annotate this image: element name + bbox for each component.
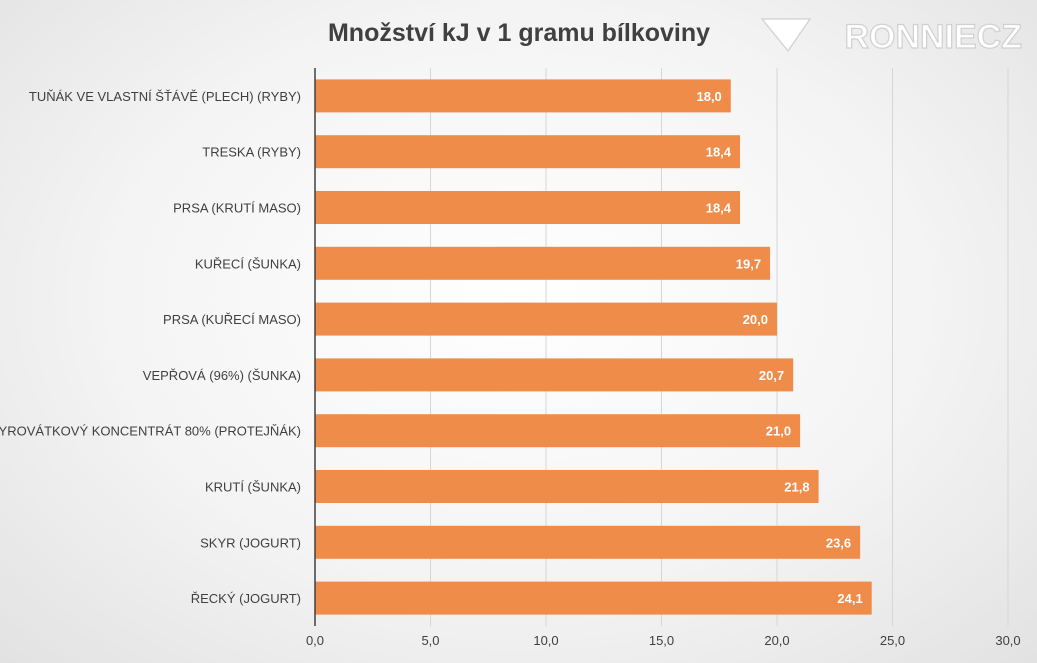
bar	[315, 358, 794, 392]
x-tick-label: 15,0	[649, 633, 674, 648]
data-label: 18,4	[706, 201, 732, 216]
data-label: 20,7	[759, 368, 784, 383]
category-label: PRSA (KRUTÍ MASO)	[173, 201, 301, 216]
category-label: TUŇÁK VE VLASTNÍ ŠŤÁVĚ (PLECH) (RYBY)	[29, 89, 301, 104]
watermark-emblem-icon	[760, 18, 812, 53]
watermark-logo: RONNIECZ	[760, 17, 1023, 57]
x-tick-label: 0,0	[306, 633, 324, 648]
bar	[315, 470, 819, 503]
x-tick-label: 30,0	[995, 633, 1020, 648]
data-label: 20,0	[743, 312, 768, 327]
category-label: VEPŘOVÁ (96%) (ŠUNKA)	[143, 368, 301, 383]
category-label: TRESKA (RYBY)	[202, 145, 301, 160]
bars: 18,0 18,4 18,4 19,7 20,0 20,7 21,0 21,8 23,6 24,1	[315, 79, 872, 615]
category-label: PRSA (KUŘECÍ MASO)	[163, 312, 301, 327]
bar	[315, 525, 861, 559]
data-label: 24,1	[837, 591, 862, 606]
data-label: 21,8	[784, 480, 809, 495]
category-label: SKYR (JOGURT)	[200, 535, 301, 550]
data-label: 23,6	[826, 535, 851, 550]
data-label: 21,0	[766, 424, 791, 439]
x-tick-labels: 0,0 5,0 10,0 15,0 20,0 25,0 30,0	[306, 633, 1021, 648]
data-label: 18,4	[706, 145, 732, 160]
data-label: 18,0	[696, 89, 721, 104]
category-label: SYROVÁTKOVÝ KONCENTRÁT 80% (PROTEJŇÁK)	[0, 424, 301, 439]
bar	[315, 414, 801, 448]
chart-title: Množství kJ v 1 gramu bílkoviny	[328, 19, 710, 47]
x-tick-label: 5,0	[421, 633, 439, 648]
bar	[315, 581, 872, 615]
bar	[315, 191, 741, 224]
x-tick-label: 25,0	[880, 633, 905, 648]
bar	[315, 302, 777, 336]
category-label: KRUTÍ (ŠUNKA)	[205, 480, 301, 495]
category-labels: TUŇÁK VE VLASTNÍ ŠŤÁVĚ (PLECH) (RYBY) TRE…	[0, 89, 301, 606]
watermark-text: RONNIECZ	[844, 18, 1022, 56]
bar	[315, 135, 741, 169]
bar	[315, 246, 771, 280]
category-label: ŘECKÝ (JOGURT)	[191, 591, 301, 606]
x-tick-label: 10,0	[533, 633, 558, 648]
bar	[315, 79, 731, 113]
category-label: KUŘECÍ (ŠUNKA)	[195, 256, 301, 271]
data-label: 19,7	[736, 256, 761, 271]
x-tick-label: 20,0	[764, 633, 789, 648]
